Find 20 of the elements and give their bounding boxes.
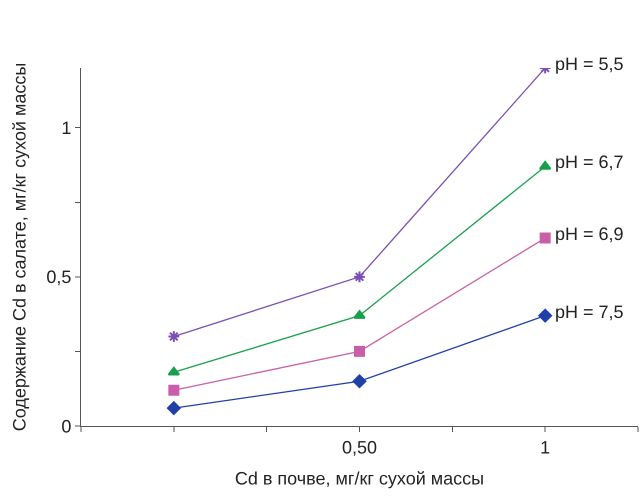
point [538,308,552,322]
series-label: pH = 5,5 [555,54,624,74]
point [354,346,365,357]
point [166,401,181,415]
point [168,384,180,396]
point [352,374,366,388]
point [540,232,551,244]
y-tick-label: 0 [61,416,72,436]
series-label: pH = 7,5 [555,302,624,322]
point [167,330,180,343]
series-label: pH = 6,9 [555,224,624,244]
y-axis-title: Содержание Cd в салате, мг/кг сухой массы [10,62,30,432]
point [168,366,180,376]
series-label: pH = 6,7 [555,152,624,172]
x-axis-title: Cd в почве, мг/кг сухой массы [234,468,484,489]
y-tick-label: 0,5 [46,267,72,288]
point [353,270,366,284]
x-tick-label: 0,50 [342,438,378,458]
y-tick-label: 1 [61,118,72,138]
point [538,160,552,170]
